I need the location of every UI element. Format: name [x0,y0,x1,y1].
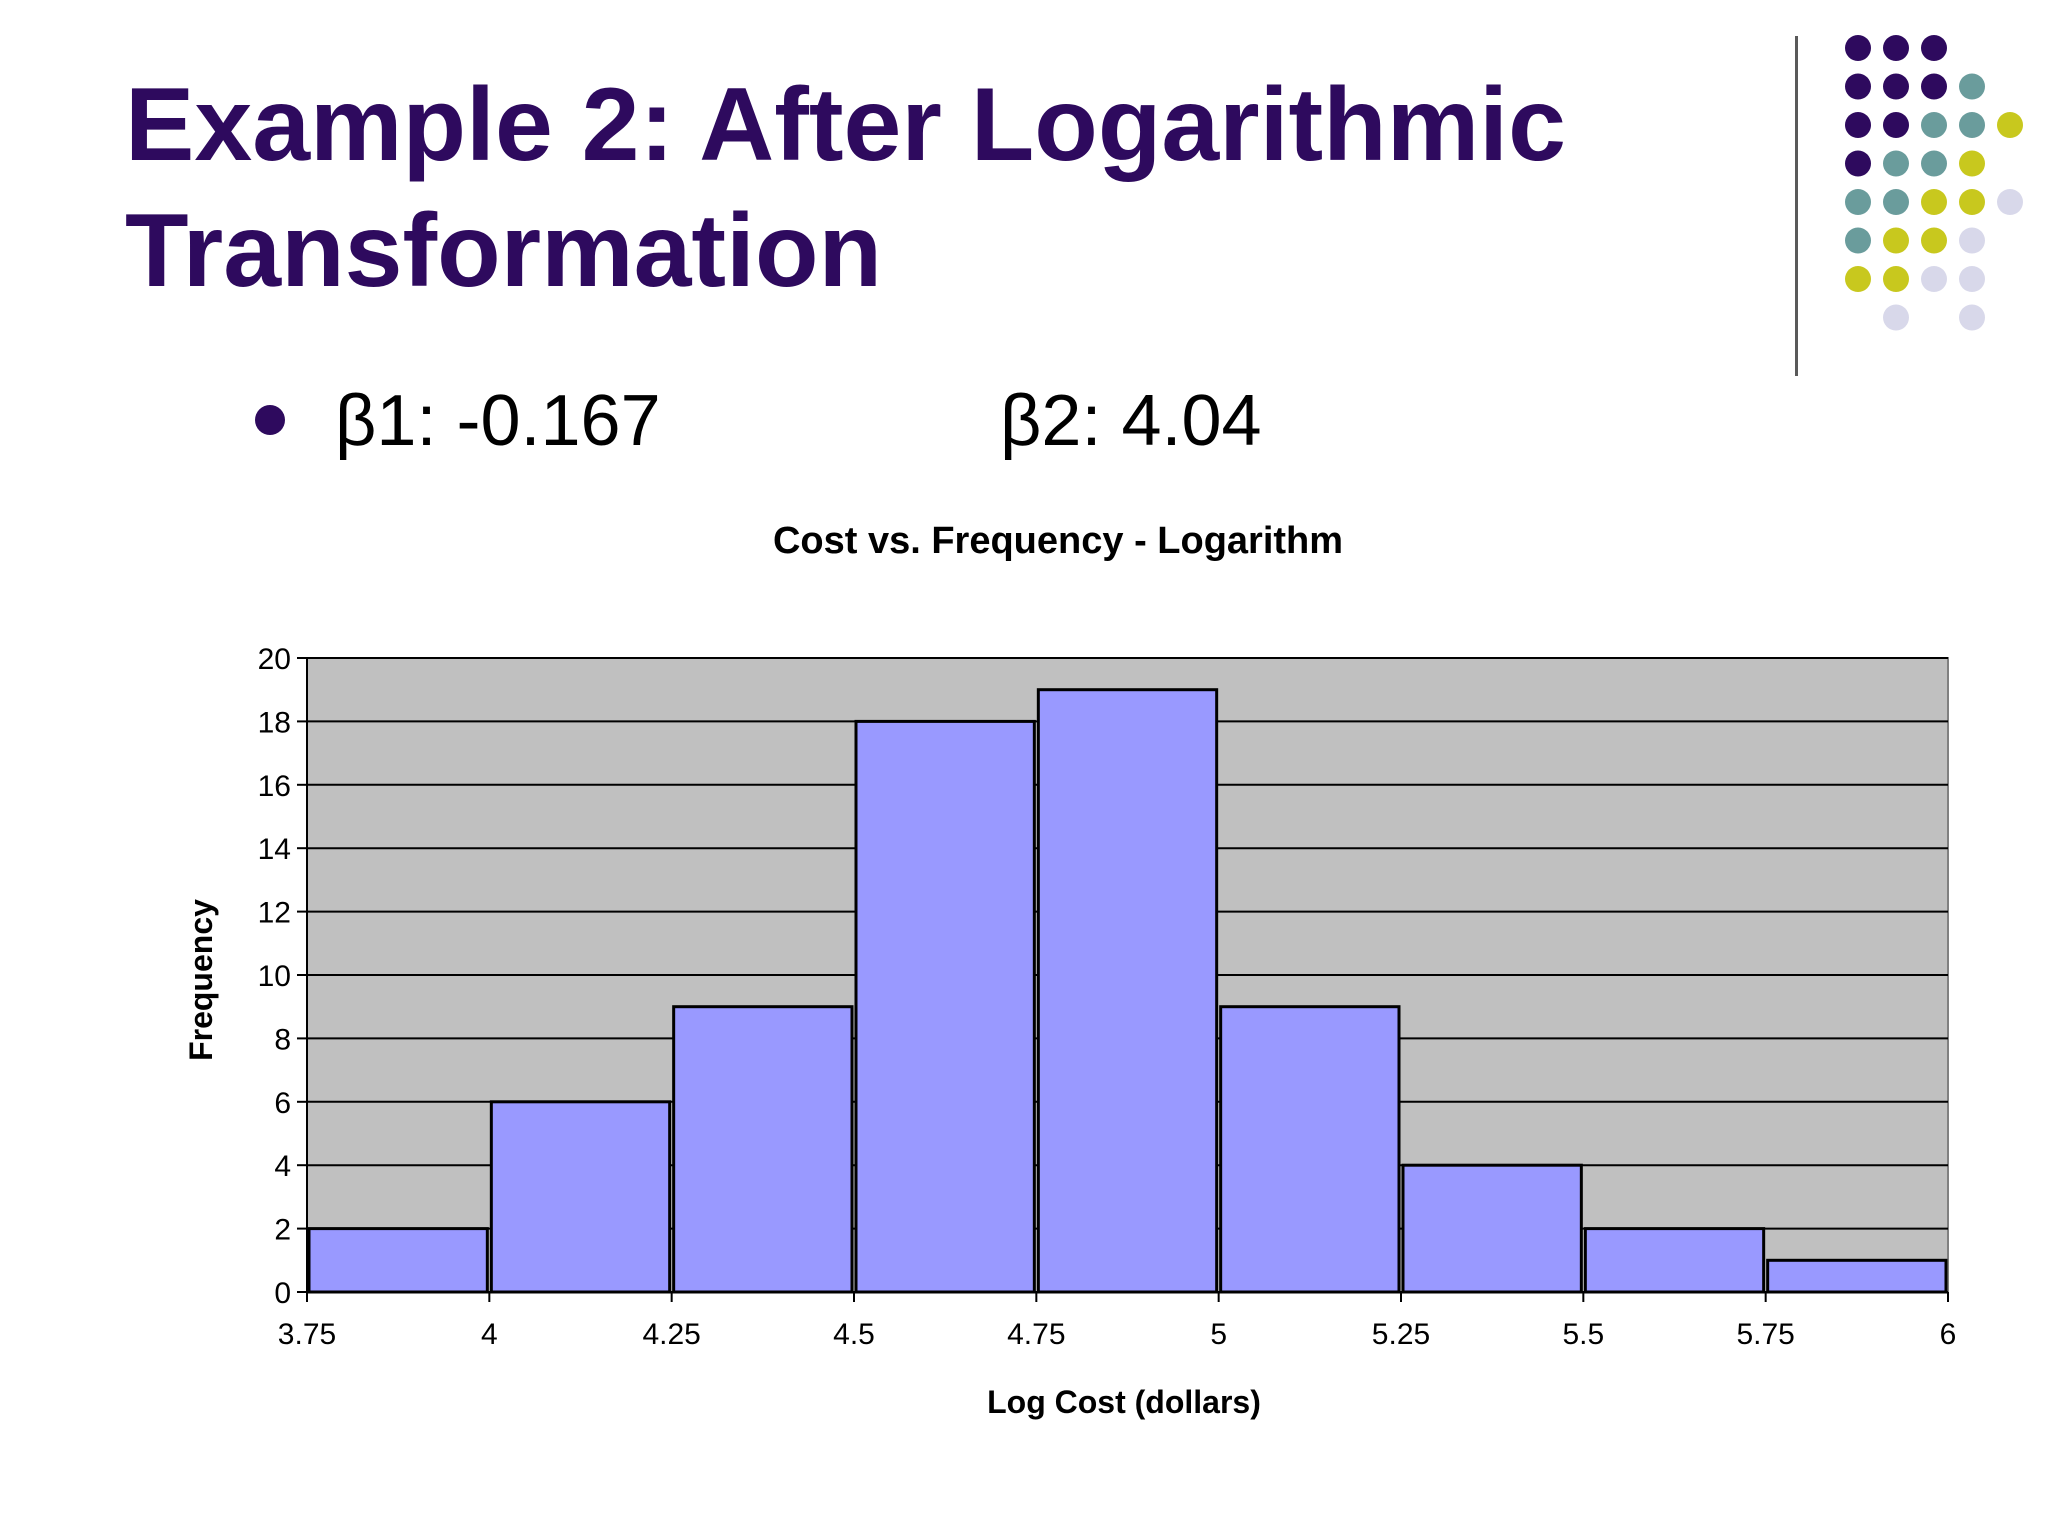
beta2-text: β2: 4.04 [1000,381,1262,461]
decorative-dot-grid [1845,35,2023,331]
histogram-bar [1766,1258,1948,1294]
title-divider-line [1795,36,1798,376]
decor-dot [1959,304,1985,331]
x-tick-label: 5 [1210,1318,1227,1351]
x-tick-label: 4.25 [642,1318,700,1351]
chart-title: Cost vs. Frequency - Logarithm [773,520,1343,562]
decor-dot [1883,227,1909,254]
y-tick-label: 20 [258,643,291,676]
y-tick-label: 0 [274,1277,291,1310]
x-tick-label: 4.5 [833,1318,875,1351]
decor-dot [1959,73,1985,100]
decor-dot [1883,266,1909,292]
x-tick-label: 3.75 [278,1318,336,1351]
decor-dot [1845,227,1871,254]
histogram-bar [307,1227,489,1294]
histogram-bar [489,1100,672,1294]
decor-dot [1845,35,1871,61]
decor-dot [1883,73,1909,100]
histogram-bar [672,1005,854,1294]
decor-dot [1845,189,1871,215]
x-tick-label: 4.75 [1007,1318,1065,1351]
decor-dot [1959,150,1985,177]
decor-dot [1959,227,1985,254]
decor-dot [1921,35,1947,61]
decor-dot [1883,304,1909,331]
bullet-dot-icon [255,405,285,435]
y-tick-label: 14 [258,833,291,866]
decor-dot [1959,189,1985,215]
y-tick-label: 2 [274,1214,291,1247]
decor-dot [1845,150,1871,177]
decor-dot [1845,266,1871,292]
histogram-bar [1219,1005,1401,1294]
x-tick-label: 5.75 [1736,1318,1794,1351]
decor-dot [1845,112,1871,138]
x-tick-label: 4 [481,1318,498,1351]
x-tick-label: 5.25 [1372,1318,1430,1351]
y-tick-label: 4 [274,1150,291,1183]
beta1-text: β1: -0.167 [335,381,661,461]
decor-dot [1883,35,1909,61]
histogram-bar [1036,688,1219,1294]
histogram-bar [1583,1227,1766,1294]
decor-dot [1883,112,1909,138]
y-tick-label: 18 [258,706,291,739]
decor-dot [1921,73,1947,100]
decor-dot [1997,189,2023,215]
y-tick-label: 12 [258,897,291,930]
decor-dot [1959,112,1985,138]
y-tick-label: 8 [274,1023,291,1056]
x-tick-label: 5.5 [1562,1318,1604,1351]
x-tick-labels: 3.75 4 4.25 4.5 4.75 5 5.25 5.5 5.75 6 [278,1318,1957,1351]
y-tick-labels: 0 2 4 6 8 10 12 14 16 18 20 [258,643,291,1310]
histogram-bar [854,719,1036,1294]
x-axis-label: Log Cost (dollars) [987,1384,1261,1420]
histogram-bar [1401,1163,1583,1294]
slide-title: Example 2: After Logarithmic Transformat… [125,62,1725,314]
y-tick-label: 6 [274,1087,291,1120]
decor-dot [1921,227,1947,254]
axes [297,657,1949,1302]
decor-dot [1997,112,2023,138]
slide-title-line-2: Transformation [125,193,882,309]
y-tick-label: 16 [258,770,291,803]
decor-dot [1959,266,1985,292]
decor-dot [1921,266,1947,292]
decor-dot [1883,150,1909,177]
decor-dot [1845,73,1871,100]
decor-dot [1883,189,1909,215]
decor-dot [1921,150,1947,177]
decor-dot [1921,189,1947,215]
decor-dot [1921,112,1947,138]
y-tick-label: 10 [258,960,291,993]
x-tick-label: 6 [1940,1318,1957,1351]
y-axis-label: Frequency [183,899,219,1061]
bars [307,688,1948,1294]
slide-title-line-1: Example 2: After Logarithmic [125,67,1566,183]
